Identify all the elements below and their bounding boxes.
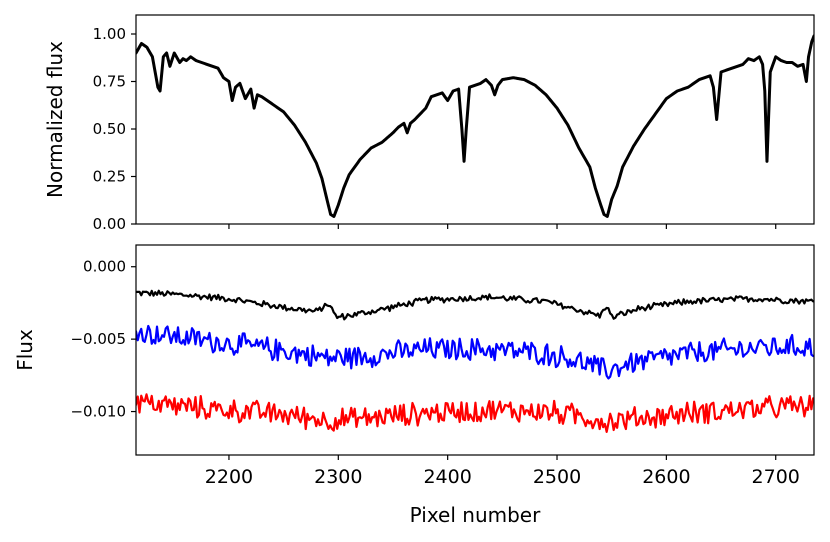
y-tick-label: −0.005 xyxy=(70,330,126,348)
y-tick-label: 0.000 xyxy=(83,258,126,276)
x-tick-label: 2500 xyxy=(533,466,581,488)
y-tick-label: 1.00 xyxy=(93,25,126,43)
y-tick-label: 0.75 xyxy=(93,73,126,91)
x-tick-label: 2600 xyxy=(642,466,690,488)
bottom-panel-flux: 0.000 −0.005 −0.010 2200 2300 2400 2500 2600 270… xyxy=(13,244,815,527)
x-tick-label: 2300 xyxy=(314,466,362,488)
y-axis-title: Normalized flux xyxy=(43,41,67,198)
x-tick-label: 2700 xyxy=(752,466,800,488)
y-tick-label: 0.00 xyxy=(93,215,126,233)
top-panel-normalized-flux: 0.00 0.25 0.50 0.75 1.00 Normalized flux xyxy=(43,14,815,233)
y-tick-label: 0.50 xyxy=(93,120,126,138)
axes-frame xyxy=(135,244,815,456)
series-line-1-1 xyxy=(136,324,814,380)
y-tick-label: 0.25 xyxy=(93,168,126,186)
x-axis-title: Pixel number xyxy=(410,503,541,527)
y-axis-title: Flux xyxy=(13,329,37,371)
series-line-0-0 xyxy=(136,34,814,218)
series-line-1-2 xyxy=(136,393,814,433)
y-tick-label: −0.010 xyxy=(70,403,126,421)
x-tick-label: 2200 xyxy=(205,466,253,488)
axes-frame xyxy=(135,14,815,225)
x-tick-label: 2400 xyxy=(423,466,471,488)
series-line-1-0 xyxy=(136,289,814,321)
